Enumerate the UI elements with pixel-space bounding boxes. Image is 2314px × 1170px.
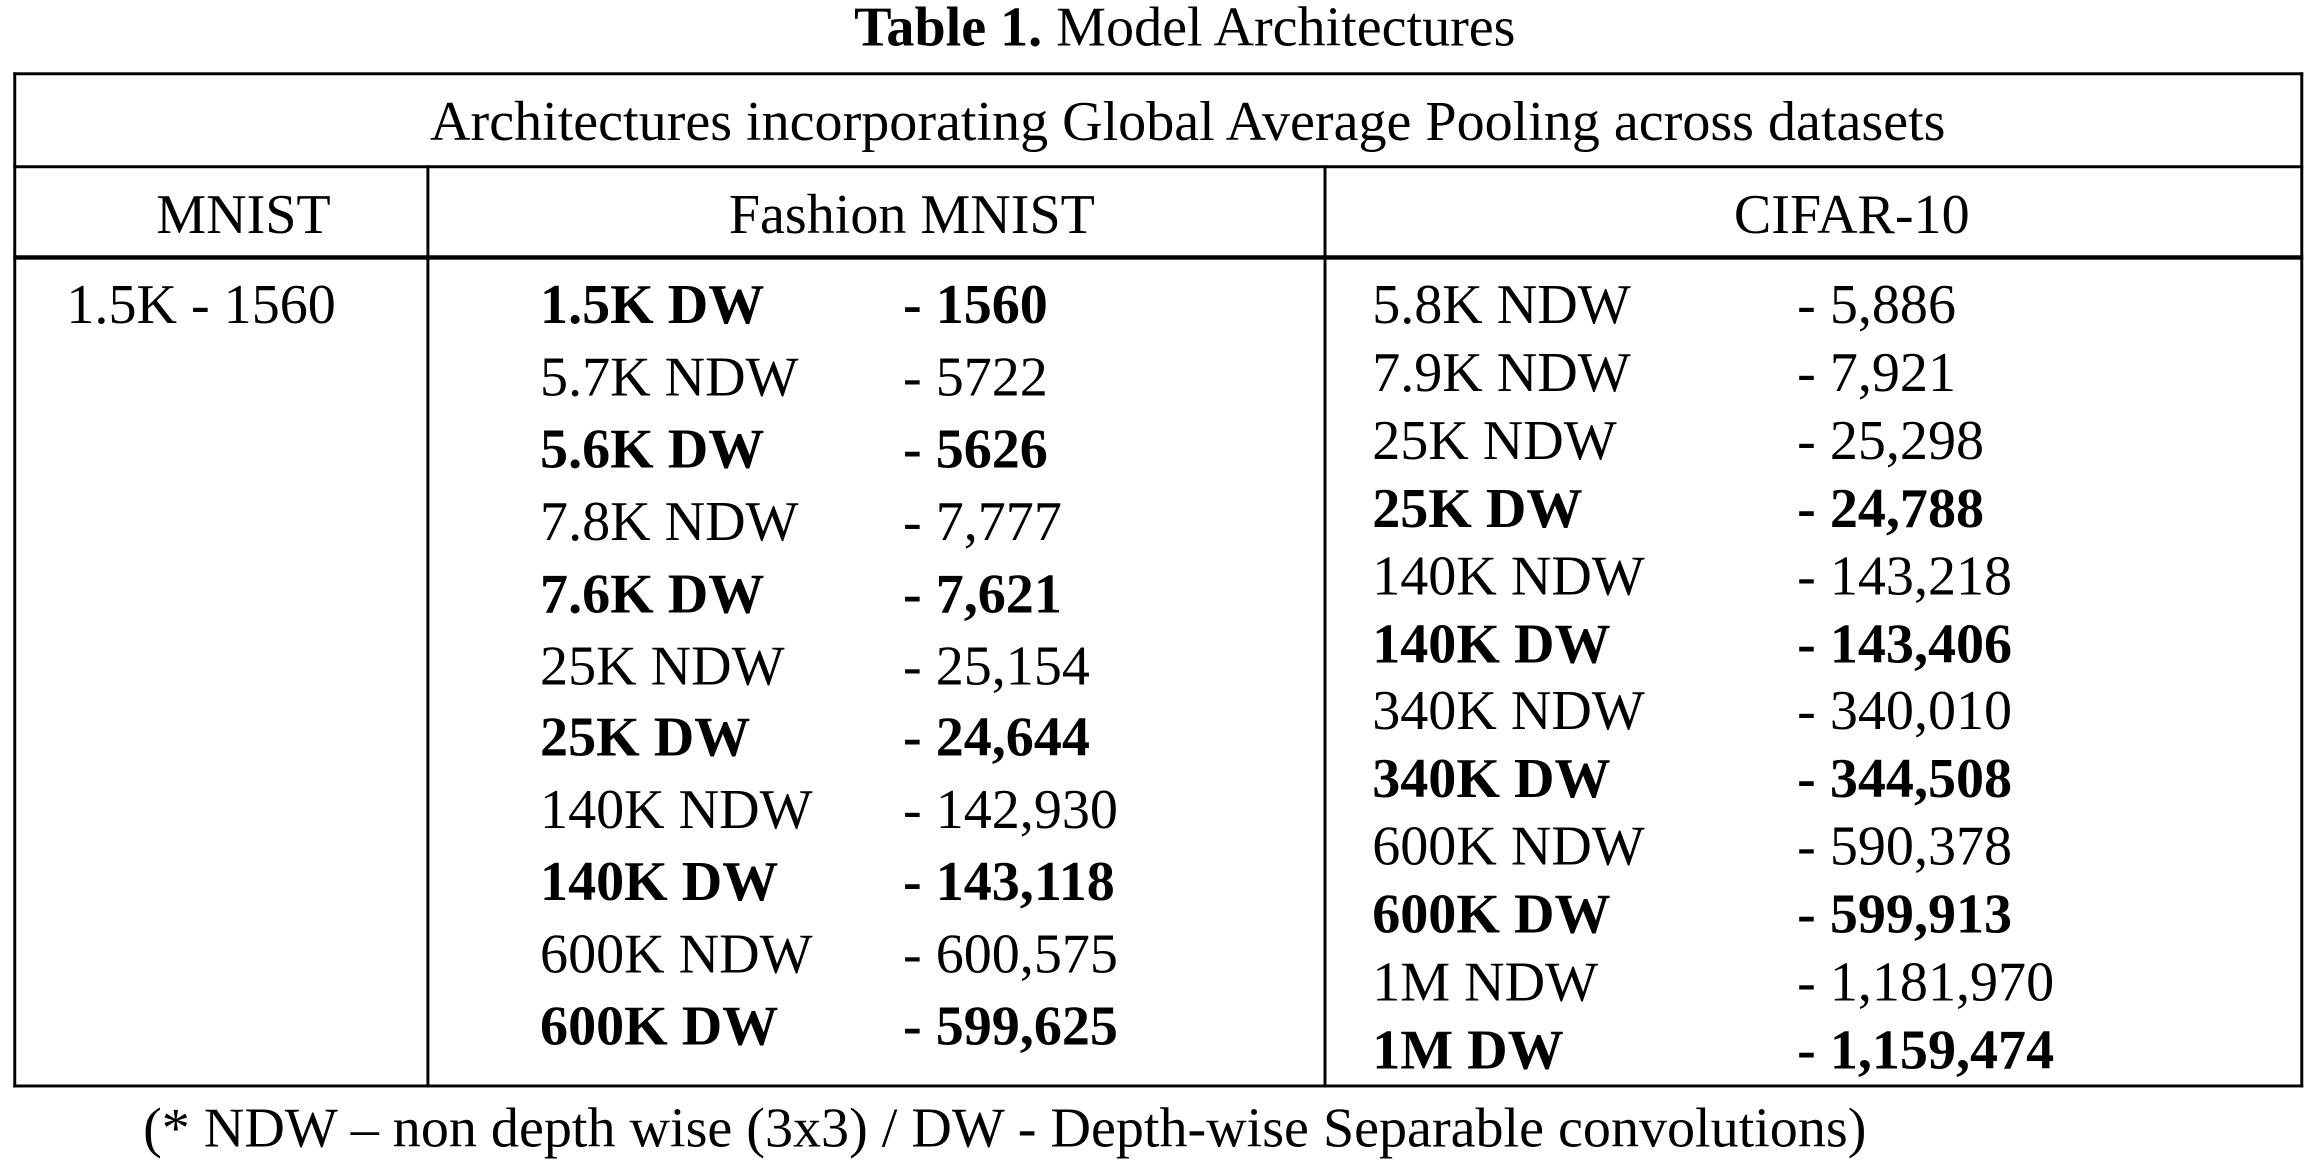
model-name: 1.5K DW: [540, 274, 765, 337]
param-count: - 344,508: [1797, 748, 2013, 811]
model-name: 1M DW: [1372, 1019, 1564, 1082]
param-count: - 599,625: [903, 995, 1118, 1058]
param-count: - 25,298: [1797, 409, 1985, 472]
param-count: - 25,154: [903, 635, 1090, 698]
model-name: 600K NDW: [540, 923, 813, 986]
title-label: Table 1.: [854, 0, 1043, 60]
param-count: - 143,406: [1797, 613, 2013, 676]
model-name: 340K DW: [1372, 748, 1611, 811]
param-count: - 1,181,970: [1797, 951, 2055, 1014]
param-count: - 142,930: [903, 779, 1118, 842]
column-header: CIFAR-10: [1733, 184, 1970, 247]
param-count: - 143,118: [903, 851, 1115, 914]
param-count: - 599,913: [1797, 883, 2013, 946]
title-text: Model Architectures: [1056, 0, 1516, 60]
model-name: 340K NDW: [1372, 680, 1645, 743]
model-name: 5.7K NDW: [540, 346, 799, 409]
border-top: [13, 72, 2304, 76]
border-left: [13, 72, 17, 1088]
param-count: - 7,921: [1797, 342, 1957, 405]
model-name: 600K DW: [540, 995, 779, 1058]
param-count: - 5626: [903, 418, 1048, 481]
param-count: - 1,159,474: [1797, 1019, 2055, 1082]
model-name: 5.8K NDW: [1372, 274, 1631, 337]
model-name: 600K NDW: [1372, 816, 1645, 879]
model-name: 25K NDW: [540, 635, 785, 698]
param-count: - 24,788: [1797, 477, 1985, 540]
table-title: Table 1. Model Architectures: [854, 0, 1515, 56]
border-right: [2300, 72, 2304, 1088]
model-name: 25K DW: [1372, 477, 1583, 540]
caption-rule: [13, 165, 2304, 169]
footnote: (* NDW – non depth wise (3x3) / DW - Dep…: [143, 1097, 1867, 1160]
mnist-cell: 1.5K - 1560: [66, 274, 336, 337]
param-count: - 600,575: [903, 923, 1118, 986]
model-name: 600K DW: [1372, 883, 1611, 946]
param-count: - 5722: [903, 346, 1048, 409]
column-header: MNIST: [156, 184, 331, 247]
model-name: 1M NDW: [1372, 951, 1599, 1014]
param-count: - 5,886: [1797, 274, 1957, 337]
column-rule: [426, 165, 430, 1088]
column-rule: [1323, 165, 1327, 1088]
param-count: - 340,010: [1797, 680, 2013, 743]
model-name: 7.8K NDW: [540, 490, 799, 553]
header-rule: [13, 255, 2304, 260]
model-name: 25K NDW: [1372, 409, 1617, 472]
model-name: 7.6K DW: [540, 563, 765, 626]
param-count: - 24,644: [903, 707, 1090, 770]
model-name: 7.9K NDW: [1372, 342, 1631, 405]
param-count: - 143,218: [1797, 545, 2013, 608]
table-caption: Architectures incorporating Global Avera…: [430, 91, 1946, 154]
model-name: 140K DW: [540, 851, 779, 914]
param-count: - 7,621: [903, 563, 1062, 626]
column-header: Fashion MNIST: [728, 184, 1095, 247]
model-name: 140K DW: [1372, 613, 1611, 676]
param-count: - 7,777: [903, 490, 1062, 553]
model-name: 25K DW: [540, 707, 751, 770]
param-count: - 590,378: [1797, 816, 2013, 879]
model-name: 5.6K DW: [540, 418, 765, 481]
model-name: 140K NDW: [1372, 545, 1645, 608]
model-name: 140K NDW: [540, 779, 813, 842]
param-count: - 1560: [903, 274, 1048, 337]
border-bottom: [13, 1084, 2304, 1088]
